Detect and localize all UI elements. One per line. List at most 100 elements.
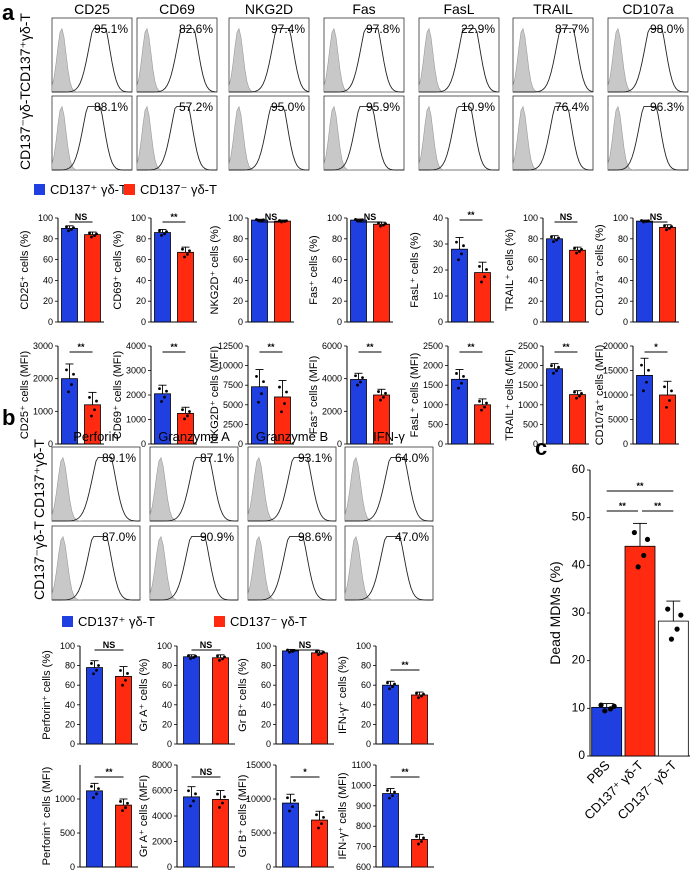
isotype-histogram [418, 105, 499, 171]
data-point [557, 236, 560, 240]
significance-label: NS [265, 212, 278, 222]
y-tick-label: 0 [533, 317, 538, 327]
legend-label-pos: CD137⁺ γδ-T [50, 182, 127, 197]
data-point [602, 708, 608, 714]
bar [282, 802, 299, 868]
y-tick-label: 4000 [126, 341, 146, 351]
bar [251, 219, 268, 323]
data-point [384, 222, 387, 226]
y-tick-label: 100 [131, 213, 146, 223]
data-point [647, 219, 650, 223]
data-point [550, 235, 553, 239]
y-axis-label: Dead MDMs (%) [547, 561, 563, 664]
y-tick-label: 800 [356, 821, 371, 831]
data-point [158, 387, 161, 391]
bar [311, 652, 328, 745]
y-tick-label: 60 [332, 255, 342, 265]
marker-label: CD69 [159, 1, 195, 17]
data-point [322, 816, 325, 819]
y-tick-label: 20 [233, 296, 243, 306]
data-point [95, 399, 98, 403]
data-point [485, 401, 488, 405]
data-point [386, 789, 389, 792]
significance-label: ** [467, 210, 475, 220]
y-tick-label: 80 [136, 234, 146, 244]
y-tick-label: 2000 [33, 374, 53, 384]
y-tick-label: 60 [233, 255, 243, 265]
data-point [388, 796, 391, 800]
y-axis-label: IFN-γ⁺ cells (%) [337, 656, 349, 734]
y-tick-label: 100 [38, 213, 53, 223]
y-tick-label: 40 [528, 275, 538, 285]
y-tick-label: 1000 [55, 794, 75, 804]
data-point [322, 650, 325, 654]
data-point [391, 685, 394, 689]
y-tick-label: 30 [433, 239, 443, 249]
bar [411, 694, 428, 745]
data-point [188, 410, 191, 413]
data-point [90, 662, 93, 665]
y-tick-label: 4000 [322, 374, 342, 384]
data-point [126, 801, 129, 805]
data-point [165, 389, 168, 393]
data-point [293, 799, 296, 802]
data-point [317, 653, 320, 657]
data-point [216, 792, 219, 796]
data-point [90, 414, 93, 418]
data-point [415, 835, 418, 838]
y-tick-label: 100 [228, 213, 243, 223]
significance-label: ** [562, 342, 570, 352]
data-point [92, 672, 95, 676]
y-tick-label: 0 [438, 439, 443, 449]
stain-histogram [248, 456, 336, 522]
percent-positive: 93.1% [298, 451, 332, 465]
y-tick-label: 20 [361, 719, 371, 729]
data-point [555, 369, 558, 373]
data-point [262, 380, 265, 383]
data-point [578, 250, 581, 253]
legend-label-pos: CD137⁺ γδ-T [78, 614, 155, 629]
y-tick-label: 20 [136, 296, 146, 306]
data-point [674, 626, 680, 632]
y-tick-label: 40 [332, 275, 342, 285]
stain-histogram [419, 105, 499, 171]
significance-label: * [303, 767, 307, 777]
data-point [641, 552, 647, 559]
data-point [67, 229, 70, 233]
data-point [72, 372, 75, 376]
y-tick-label: 5000 [608, 415, 628, 425]
y-tick-label: 10 [572, 700, 586, 714]
data-point [67, 390, 70, 394]
data-point [192, 799, 195, 803]
significance-label: NS [650, 212, 663, 222]
isotype-histogram [323, 27, 404, 93]
percent-positive: 64.0% [395, 451, 429, 465]
data-point [216, 654, 219, 658]
y-axis-label: CD69⁺ cells (%) [112, 230, 124, 309]
data-point [386, 681, 389, 685]
y-tick-label: 2000 [423, 361, 443, 371]
data-point [288, 650, 291, 654]
data-point [480, 280, 483, 284]
y-axis-label: Perforin⁺ cells (MFI) [41, 767, 53, 866]
y-tick-label: 0 [48, 317, 53, 327]
data-point [457, 386, 460, 390]
y-tick-label: 40 [572, 557, 586, 571]
y-axis-label: FasL⁺ cells (MFI) [409, 353, 421, 438]
data-point [573, 390, 576, 394]
bar [350, 219, 367, 323]
data-point [317, 826, 320, 830]
data-point [578, 394, 581, 398]
data-point [257, 219, 260, 223]
data-point [285, 390, 288, 394]
row-label-pos: CD137⁺γδ-T [31, 439, 47, 518]
data-point [393, 790, 396, 794]
percent-positive: 87.7% [555, 22, 589, 36]
stain-histogram [229, 27, 310, 93]
data-point [65, 225, 68, 229]
y-tick-label: 0 [70, 862, 75, 872]
data-point [391, 794, 394, 797]
marker-label: Granzyme B [256, 429, 328, 444]
data-point [480, 408, 483, 412]
y-tick-label: 60 [528, 255, 538, 265]
